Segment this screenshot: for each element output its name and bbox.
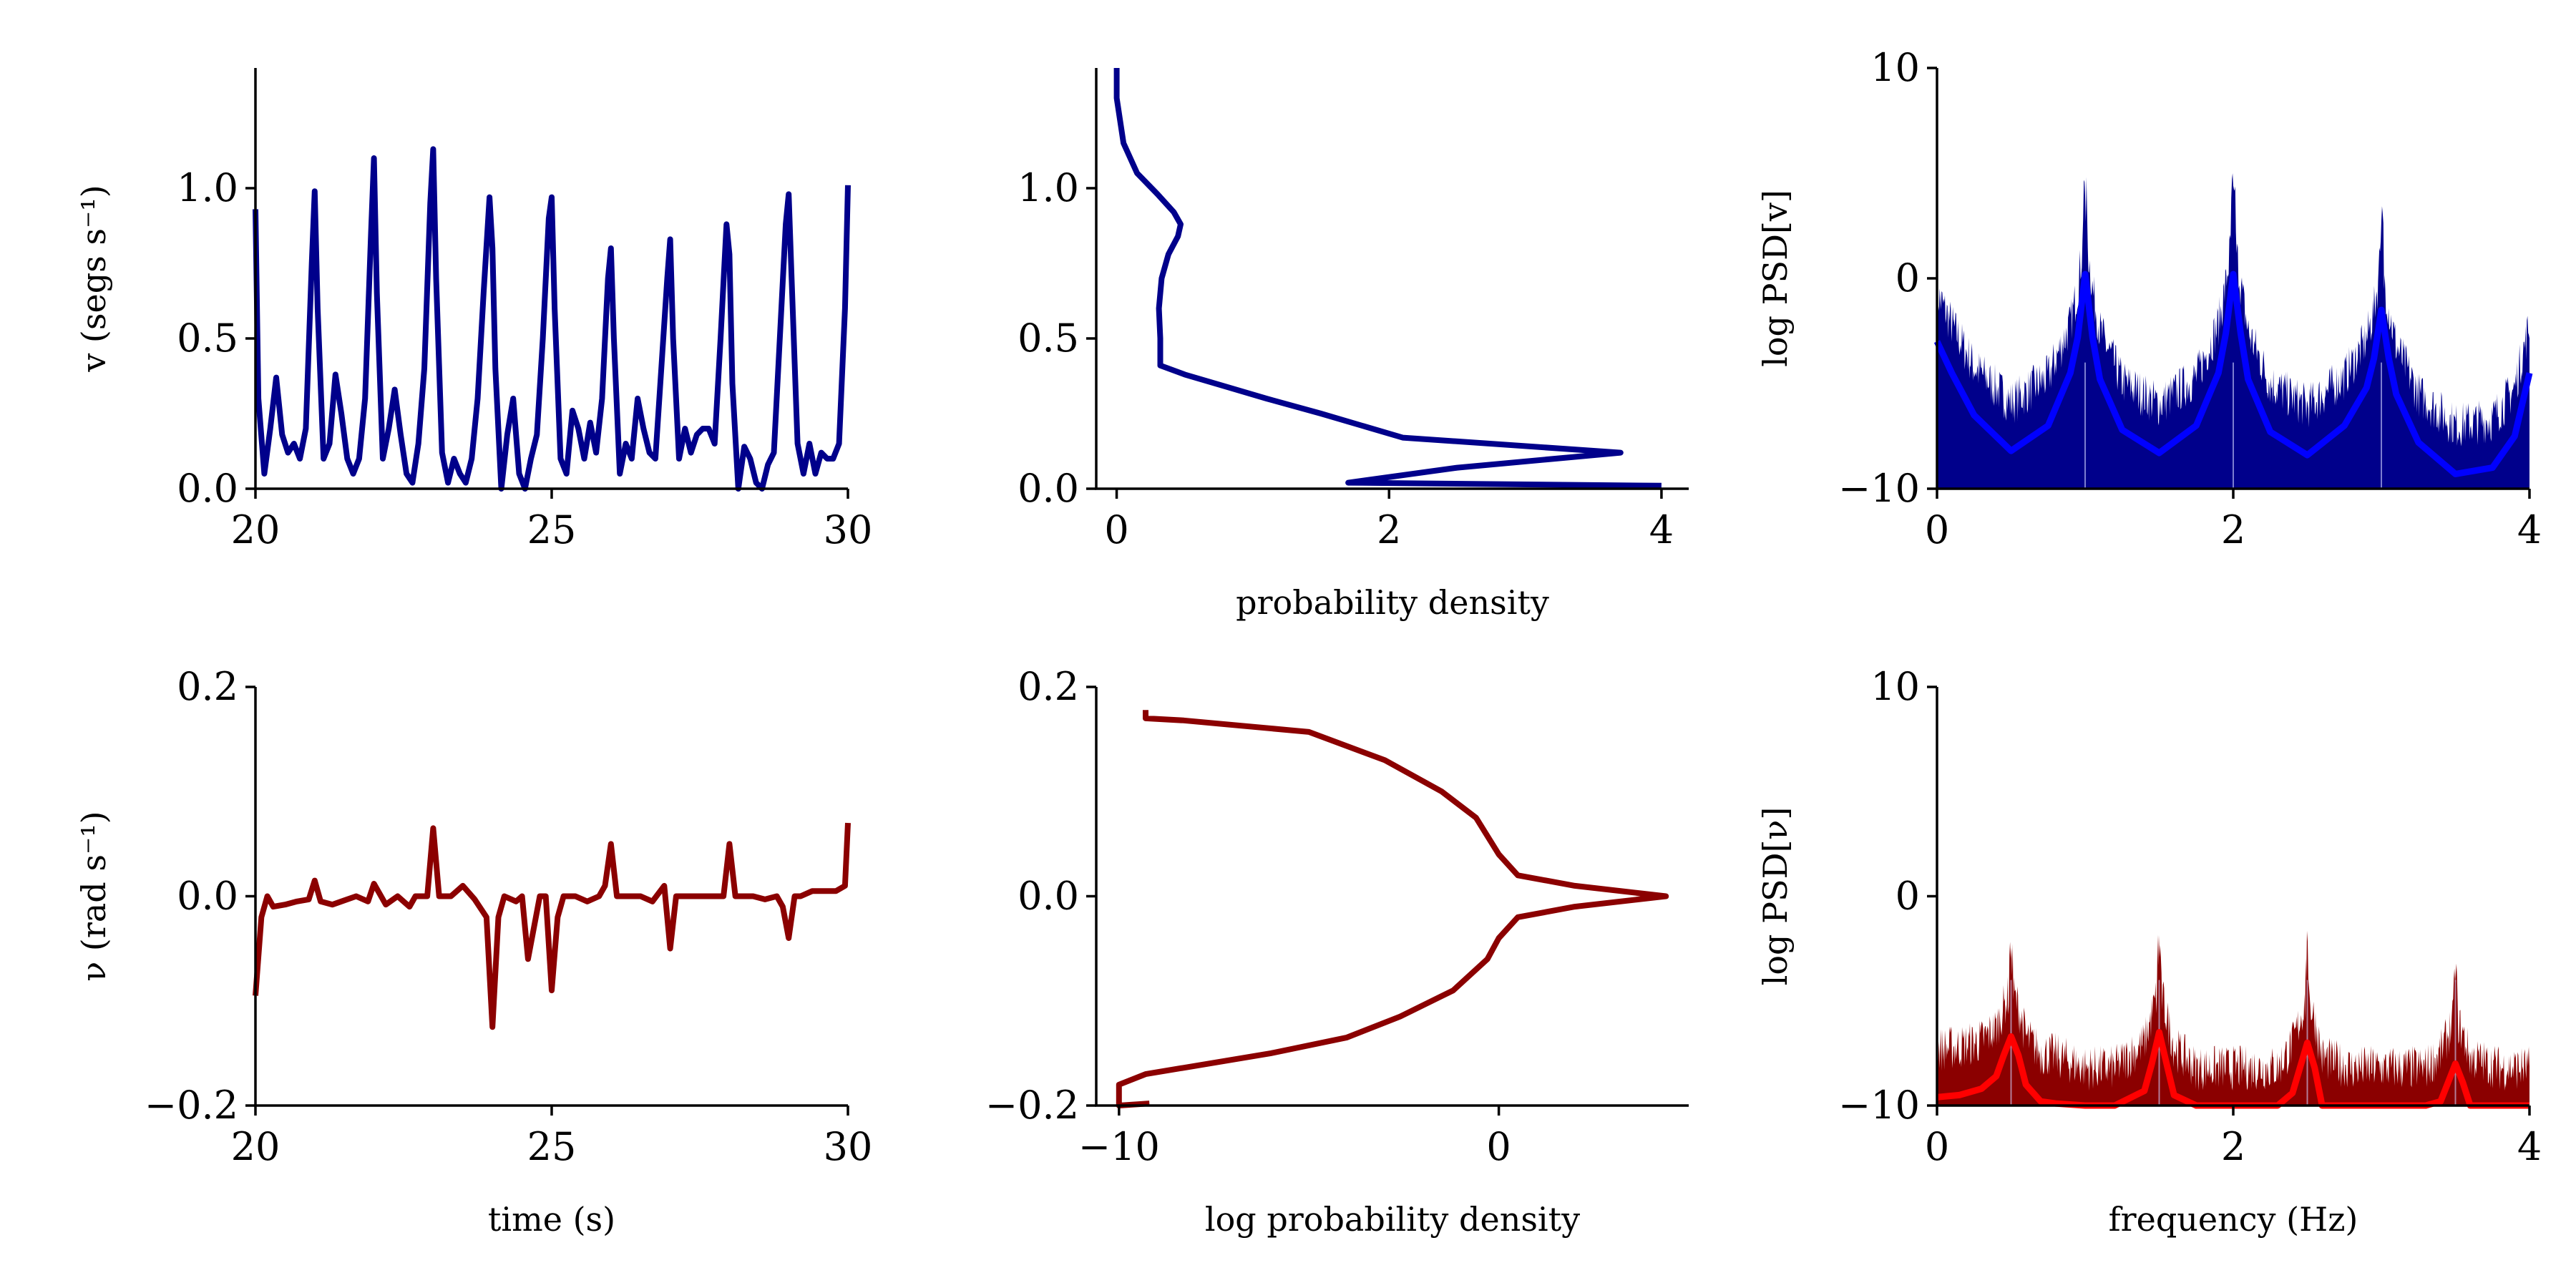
- x-tick-label: 4: [1649, 507, 1674, 552]
- y-tick-label: 0.5: [1018, 316, 1079, 361]
- x-tick-label: 20: [231, 507, 280, 552]
- x-tick-label: 0: [1925, 507, 1949, 552]
- axes-spines: [1095, 68, 1689, 490]
- x-tick-label: 2: [2221, 1124, 2245, 1169]
- x-tick-label: 4: [2517, 507, 2542, 552]
- panel-speed-time: 20 25 30 0.0 0.5 1.0 v (segs s⁻¹): [74, 68, 872, 552]
- y-tick-label: 0.2: [1018, 664, 1079, 709]
- x-tick-label: 25: [527, 507, 577, 552]
- y-tick-label: 1.0: [1018, 165, 1079, 210]
- x-tick-label: 0: [1486, 1124, 1511, 1169]
- y-tick-label: 0.2: [177, 664, 238, 709]
- y-tick-label: −10: [1838, 466, 1920, 511]
- y-tick-label: 0.0: [177, 466, 238, 511]
- y-tick-label: 0: [1896, 874, 1920, 919]
- axes-spines: [1095, 687, 1689, 1107]
- x-axis-label: probability density: [1236, 583, 1549, 622]
- y-axis-label: log PSD[ν]: [1756, 807, 1795, 986]
- x-axis-label: frequency (Hz): [2109, 1200, 2358, 1239]
- x-tick-label: −10: [1078, 1124, 1160, 1169]
- y-tick-label: −0.2: [985, 1083, 1079, 1128]
- psd-smoothed-line: [1933, 270, 2533, 477]
- y-axis-label: log PSD[v]: [1756, 190, 1795, 367]
- panel-angular-time: 20 25 30 −0.2 0.0 0.2 time (s) ν (rad s⁻¹): [74, 664, 872, 1239]
- x-tick-label: 30: [824, 1124, 873, 1169]
- y-tick-label: 10: [1870, 664, 1920, 709]
- x-axis-label: time (s): [488, 1200, 615, 1239]
- y-tick-label: 0: [1896, 255, 1920, 301]
- y-tick-label: 1.0: [177, 165, 238, 210]
- y-tick-label: −10: [1838, 1083, 1920, 1128]
- y-tick-label: 0.0: [1018, 466, 1079, 511]
- series-line: [253, 822, 851, 1030]
- panel-angular-density: −10 0 −0.2 0.0 0.2 log probability density: [985, 664, 1689, 1239]
- x-tick-label: 2: [1377, 507, 1401, 552]
- x-tick-label: 0: [1104, 507, 1128, 552]
- x-tick-label: 20: [231, 1124, 280, 1169]
- x-tick-label: 4: [2517, 1124, 2542, 1169]
- x-axis-label: log probability density: [1205, 1200, 1580, 1239]
- y-tick-label: 10: [1870, 45, 1920, 90]
- x-tick-label: 30: [824, 507, 873, 552]
- panel-speed-density: 0 2 4 0.0 0.5 1.0 probability density: [1018, 68, 1689, 622]
- y-tick-label: −0.2: [145, 1083, 238, 1128]
- y-tick-label: 0.0: [1018, 874, 1079, 919]
- x-tick-label: 2: [2221, 507, 2245, 552]
- y-tick-label: 0.0: [177, 874, 238, 919]
- x-tick-label: 25: [527, 1124, 577, 1169]
- y-axis-label: v (segs s⁻¹): [74, 185, 113, 372]
- y-axis-label: ν (rad s⁻¹): [74, 811, 113, 981]
- y-tick-label: 0.5: [177, 316, 238, 361]
- x-tick-label: 0: [1925, 1124, 1949, 1169]
- series-line: [1116, 710, 1669, 1108]
- series-line: [253, 146, 851, 492]
- series-line: [1113, 68, 1662, 489]
- psd-fill: [1937, 930, 2529, 1106]
